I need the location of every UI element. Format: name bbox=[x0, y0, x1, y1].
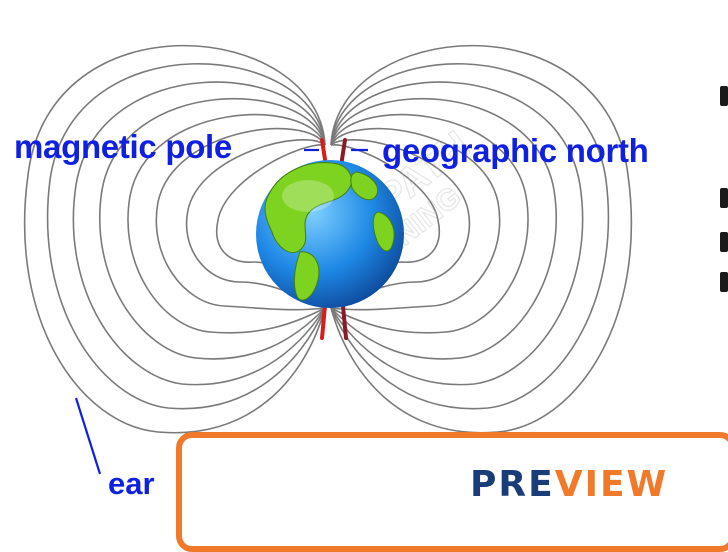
magnetic-axis-bottom bbox=[320, 304, 327, 340]
edge-marker bbox=[720, 86, 728, 106]
geographic-north-label: geographic north bbox=[382, 132, 649, 169]
magnetic-field-diagram: SLEWPATH LEARNING bbox=[23, 44, 633, 510]
preview-text-start: PRE bbox=[470, 464, 555, 505]
earth-pointer bbox=[74, 397, 102, 475]
geographic-axis-bottom bbox=[341, 304, 348, 340]
magnetic-pole-label: magnetic pole bbox=[14, 128, 232, 165]
edge-marker bbox=[720, 188, 728, 208]
magnetic-field-lines-right bbox=[330, 44, 633, 434]
earth-label: ear bbox=[108, 466, 155, 501]
label-pointers bbox=[74, 148, 368, 475]
preview-text-accent: VIEW bbox=[554, 464, 669, 505]
preview-title: PREVIEW bbox=[470, 464, 668, 505]
edge-marker bbox=[720, 272, 728, 292]
earth-globe bbox=[256, 160, 404, 308]
edge-marker bbox=[720, 232, 728, 252]
magnetic-field-lines bbox=[23, 44, 326, 434]
